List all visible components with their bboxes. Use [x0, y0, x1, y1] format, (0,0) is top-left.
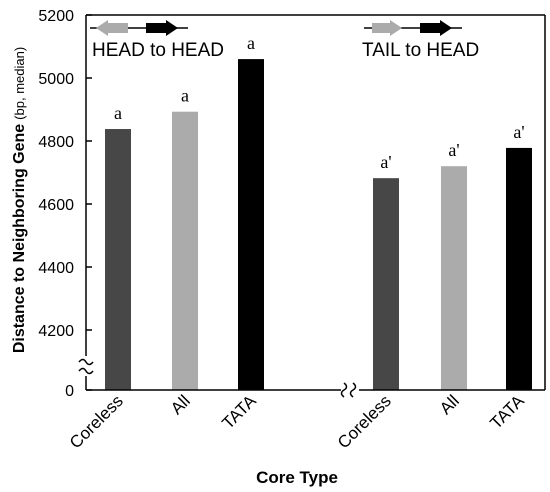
bar-significance-label: a — [181, 86, 189, 106]
gene-arrow-icon — [372, 20, 402, 36]
bar-significance-label: a' — [448, 140, 459, 160]
panel-arrows — [90, 20, 462, 36]
y-tick-label: 4400 — [38, 260, 74, 277]
y-tick-label: 4800 — [38, 134, 74, 151]
y-axis-break-icon — [78, 356, 94, 376]
bar — [441, 166, 467, 390]
bar-significance-label: a — [247, 33, 255, 53]
y-tick-label: 5200 — [38, 8, 74, 25]
gene-arrow-icon — [96, 20, 128, 36]
y-axis-label: Distance to Neighboring Gene (bp, median) — [11, 47, 28, 353]
bar — [506, 147, 532, 390]
bars-layer — [105, 59, 532, 390]
gene-arrow-icon — [420, 20, 452, 36]
panel-title-head-to-head: HEAD to HEAD — [92, 40, 224, 61]
bar — [373, 178, 399, 390]
y-axis-label-sub: (bp, median) — [12, 47, 27, 120]
y-tick-label: 5000 — [38, 71, 74, 88]
y-tick-label: 4200 — [38, 323, 74, 340]
bar-significance-label: a' — [513, 122, 524, 142]
bar — [105, 129, 131, 390]
panel-title-tail-to-head: TAIL to HEAD — [362, 40, 479, 61]
y-tick-label-zero: 0 — [65, 383, 74, 400]
bar-significance-label: a' — [380, 152, 391, 172]
y-tick-label: 4600 — [38, 197, 74, 214]
bar — [172, 111, 198, 390]
y-axis-label-main: Distance to Neighboring Gene — [11, 124, 28, 353]
x-axis-label: Core Type — [256, 468, 338, 487]
bar — [238, 59, 264, 390]
x-axis-break-icon — [340, 382, 359, 398]
gene-arrow-icon — [146, 20, 178, 36]
bar-significance-label: a — [114, 103, 122, 123]
y-ticks: 4200 4400 4600 4800 5000 5200 — [38, 8, 92, 391]
